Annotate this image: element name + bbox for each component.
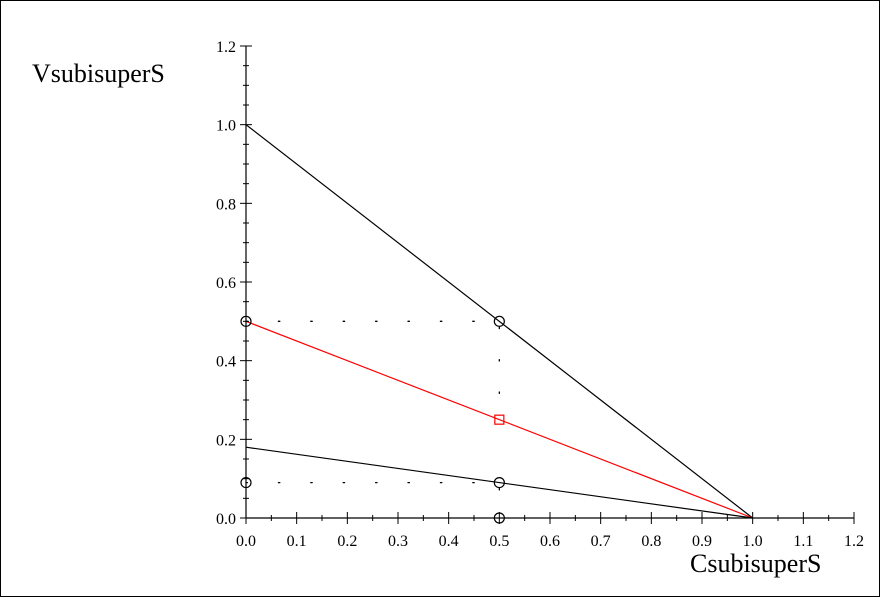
- y-tick-label: 0.2: [216, 432, 236, 449]
- markers-group: [240, 315, 505, 524]
- marker-square-5: [494, 414, 505, 425]
- series-line-4: [245, 481, 500, 519]
- marker-circle-3: [493, 477, 505, 489]
- x-axis-title: CsubisuperS: [690, 549, 821, 578]
- series-group: [245, 124, 754, 519]
- marker-circle-2: [240, 477, 252, 489]
- x-tick-label: 1.0: [743, 533, 763, 550]
- x-tick-label: 0.3: [388, 533, 408, 550]
- series-line-2: [245, 446, 753, 519]
- y-axis-title: VsubisuperS: [32, 59, 165, 88]
- x-tick-label: 0.8: [641, 533, 661, 550]
- marker-circle-1: [493, 315, 505, 327]
- x-tick-label: 0.6: [540, 533, 560, 550]
- x-tick-label: 0.2: [337, 533, 357, 550]
- x-tick-label: 0.0: [236, 533, 256, 550]
- y-tick-label: 0.4: [216, 354, 236, 371]
- x-tick-label: 0.9: [692, 533, 712, 550]
- x-tick-label: 0.1: [287, 533, 307, 550]
- x-tick-label: 1.2: [844, 533, 864, 550]
- x-tick-label: 1.1: [793, 533, 813, 550]
- labels-group: 0.0 0.1 0.2 0.3 0.4 0.5 0.6 0.7 0.8 0.9 1.0 1.1 1.2 0…: [216, 39, 864, 550]
- series-line-1: [245, 320, 753, 519]
- axes-group: [245, 46, 854, 519]
- y-tick-label: 1.0: [216, 118, 236, 135]
- x-tick-label: 0.5: [489, 533, 509, 550]
- marker-circle-4: [493, 512, 505, 524]
- y-tick-label: 0.8: [216, 196, 236, 213]
- ticks-group: [240, 45, 855, 524]
- series-line-0: [245, 124, 754, 519]
- y-tick-label: 0.6: [216, 275, 236, 292]
- x-tick-label: 0.7: [591, 533, 611, 550]
- y-tick-label: 1.2: [216, 39, 236, 56]
- y-tick-label: 0.0: [216, 511, 236, 528]
- marker-circle-0: [240, 315, 252, 327]
- x-tick-label: 0.4: [439, 533, 459, 550]
